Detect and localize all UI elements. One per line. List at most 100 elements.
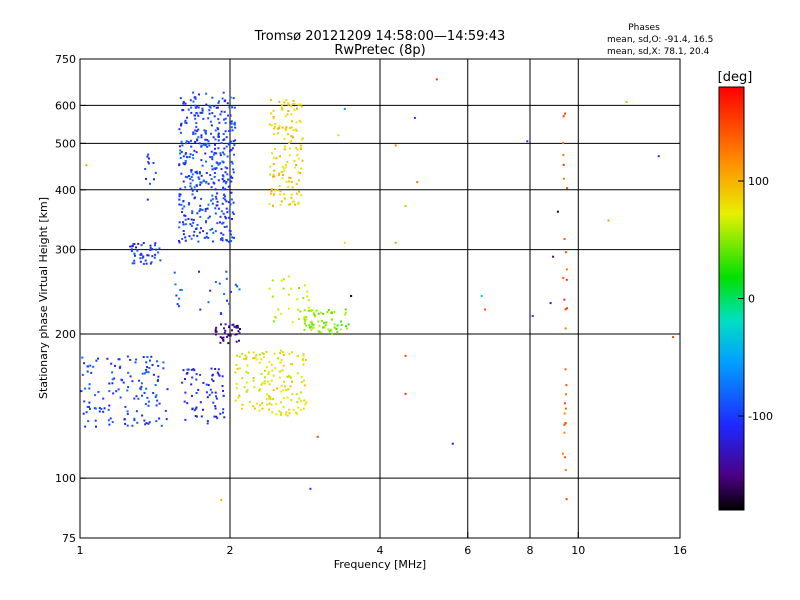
data-point xyxy=(261,407,264,410)
data-point xyxy=(288,408,291,411)
data-point xyxy=(145,422,148,424)
data-point xyxy=(287,186,290,189)
data-point xyxy=(267,397,270,400)
data-point xyxy=(184,391,187,394)
data-point xyxy=(212,136,215,139)
data-point xyxy=(86,405,89,408)
data-point xyxy=(195,406,198,409)
data-point xyxy=(194,171,197,174)
data-point xyxy=(111,421,114,423)
data-point xyxy=(205,235,208,238)
data-point xyxy=(216,127,219,129)
data-point xyxy=(231,236,234,239)
data-point xyxy=(299,391,302,394)
data-point xyxy=(241,407,243,410)
x-tick-label: 6 xyxy=(464,544,471,557)
data-point xyxy=(237,330,240,333)
data-point xyxy=(126,355,129,358)
data-point xyxy=(138,379,141,382)
data-point xyxy=(564,308,567,311)
data-point xyxy=(205,160,207,163)
data-point xyxy=(147,161,150,164)
data-point xyxy=(182,155,185,158)
data-point xyxy=(179,157,182,159)
data-point xyxy=(215,106,218,109)
data-point xyxy=(92,365,95,368)
data-point xyxy=(210,186,213,189)
data-point xyxy=(270,187,273,190)
data-point xyxy=(229,140,232,143)
data-point xyxy=(188,202,191,205)
data-point xyxy=(156,399,159,402)
data-point xyxy=(245,381,248,384)
data-point xyxy=(270,192,273,195)
data-point xyxy=(222,133,225,135)
data-point xyxy=(198,171,201,174)
data-point xyxy=(272,389,275,392)
data-point xyxy=(278,127,280,130)
data-point xyxy=(194,407,197,410)
data-point xyxy=(122,381,125,384)
data-point xyxy=(217,207,220,210)
data-point xyxy=(229,203,232,206)
data-point xyxy=(404,392,407,395)
data-point xyxy=(564,456,566,459)
data-point xyxy=(223,110,226,113)
data-point xyxy=(272,109,275,112)
data-point xyxy=(288,412,291,415)
data-point xyxy=(215,152,218,155)
y-tick-label: 75 xyxy=(62,532,76,545)
data-point xyxy=(80,390,83,393)
data-point xyxy=(187,203,190,206)
data-point xyxy=(192,133,195,136)
data-point xyxy=(198,210,201,213)
data-point xyxy=(223,194,226,197)
data-point xyxy=(216,417,219,420)
data-point xyxy=(295,183,298,186)
data-point xyxy=(235,333,238,336)
colorbar-tick-label: 100 xyxy=(748,175,769,188)
data-point xyxy=(296,372,299,375)
data-point xyxy=(189,99,192,102)
data-point xyxy=(114,364,116,367)
data-point xyxy=(198,172,201,175)
data-point xyxy=(203,129,206,132)
data-point xyxy=(98,410,101,413)
data-point xyxy=(252,357,255,360)
data-point xyxy=(197,176,200,179)
data-point xyxy=(549,302,552,305)
data-point xyxy=(282,389,285,392)
data-point xyxy=(271,279,274,282)
data-point xyxy=(184,223,187,226)
data-point xyxy=(129,358,132,361)
data-point xyxy=(330,311,333,314)
data-point xyxy=(321,319,323,322)
data-point xyxy=(183,163,186,166)
data-point xyxy=(190,224,193,227)
data-point xyxy=(207,301,210,304)
data-point xyxy=(135,410,138,413)
data-point xyxy=(231,129,234,132)
data-point xyxy=(184,121,187,124)
data-point xyxy=(198,231,201,234)
data-point xyxy=(270,379,273,382)
data-point xyxy=(272,175,275,178)
data-point xyxy=(297,157,300,160)
data-point xyxy=(145,368,148,371)
x-tick-label: 2 xyxy=(227,544,234,557)
data-point xyxy=(226,102,229,105)
data-point xyxy=(83,400,86,403)
data-point xyxy=(218,282,221,285)
data-point xyxy=(317,320,320,323)
data-point xyxy=(217,368,220,371)
data-point xyxy=(154,384,157,387)
data-point xyxy=(299,147,302,149)
data-point xyxy=(151,255,154,258)
data-point xyxy=(296,148,299,151)
data-point xyxy=(118,366,121,369)
data-point xyxy=(435,78,438,81)
data-point xyxy=(261,402,263,405)
data-point xyxy=(260,383,263,386)
data-point xyxy=(184,161,187,164)
data-point xyxy=(204,130,207,132)
